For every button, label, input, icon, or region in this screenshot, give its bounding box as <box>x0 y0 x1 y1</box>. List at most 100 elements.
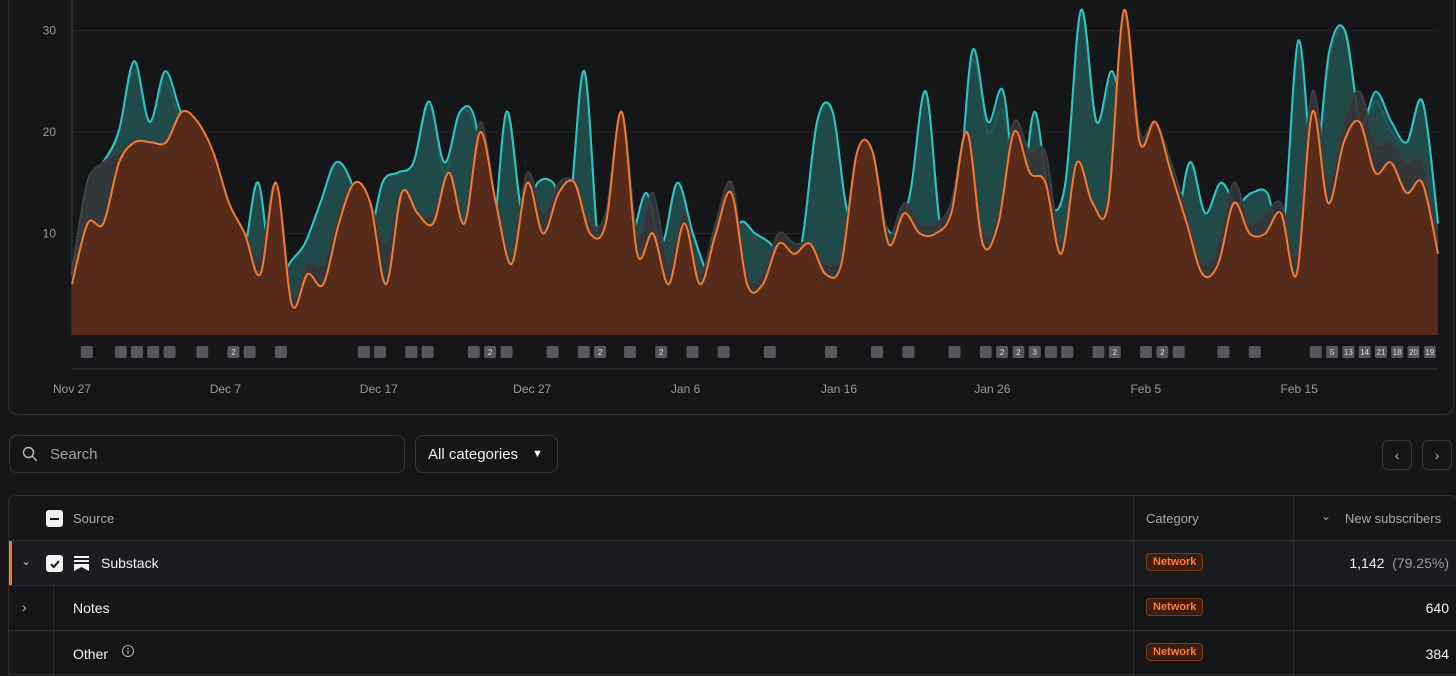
post-marker[interactable] <box>686 346 699 358</box>
substack-logo-icon <box>74 556 89 571</box>
post-icon-line <box>1219 354 1225 356</box>
post-icon-line <box>904 354 910 356</box>
previous-page-button[interactable]: ‹ <box>1382 440 1412 470</box>
source-header[interactable]: Source <box>73 511 115 526</box>
post-marker[interactable] <box>1140 346 1153 358</box>
post-marker-box <box>594 346 607 358</box>
post-marker[interactable] <box>374 346 387 358</box>
post-icon-line <box>1251 354 1257 356</box>
post-marker[interactable] <box>163 346 176 358</box>
table-row[interactable]: Other Network 384 <box>9 631 1456 676</box>
post-marker-box <box>484 346 497 358</box>
post-marker[interactable] <box>948 346 961 358</box>
select-all-checkbox[interactable] <box>46 510 63 527</box>
post-marker-box <box>1326 346 1339 358</box>
search-icon <box>22 446 38 462</box>
post-icon-line <box>766 352 774 354</box>
post-marker[interactable]: 2 <box>1108 346 1121 358</box>
post-icon-line <box>198 352 206 354</box>
post-marker-count: 5 <box>1330 348 1335 357</box>
post-marker[interactable]: 2 <box>227 346 240 358</box>
post-marker[interactable] <box>577 346 590 358</box>
post-marker[interactable] <box>421 346 434 358</box>
post-marker[interactable]: 20 <box>1407 346 1420 358</box>
post-marker[interactable] <box>824 346 837 358</box>
post-marker[interactable] <box>405 346 418 358</box>
post-marker[interactable] <box>1061 346 1074 358</box>
row-checkbox[interactable] <box>46 555 63 572</box>
post-marker[interactable] <box>763 346 776 358</box>
column-divider <box>1133 586 1134 630</box>
post-marker[interactable]: 2 <box>996 346 1009 358</box>
post-marker[interactable] <box>546 346 559 358</box>
info-icon[interactable] <box>121 644 135 658</box>
post-marker[interactable] <box>131 346 144 358</box>
next-page-button[interactable]: › <box>1422 440 1452 470</box>
table-row[interactable]: ⌄ Substack Network 1,142 (79.25%) <box>9 541 1456 586</box>
post-marker[interactable] <box>1217 346 1230 358</box>
post-marker[interactable]: 14 <box>1358 346 1371 358</box>
post-marker-count: 2 <box>1000 348 1005 357</box>
category-header[interactable]: Category <box>1146 511 1199 526</box>
post-marker[interactable]: 3 <box>1028 346 1041 358</box>
post-marker[interactable] <box>1309 346 1322 358</box>
post-marker[interactable] <box>1044 346 1057 358</box>
post-icon-line <box>117 349 125 351</box>
post-icon-line <box>982 352 990 354</box>
post-marker[interactable]: 18 <box>1391 346 1404 358</box>
post-icon-line <box>502 349 510 351</box>
post-marker[interactable] <box>902 346 915 358</box>
post-marker[interactable] <box>1092 346 1105 358</box>
category-dropdown[interactable]: All categories ▼ <box>415 435 558 473</box>
post-marker[interactable] <box>623 346 636 358</box>
post-icon-line <box>1142 354 1148 356</box>
post-marker[interactable]: 2 <box>594 346 607 358</box>
post-marker[interactable] <box>979 346 992 358</box>
chevron-down-icon[interactable]: ⌄ <box>21 554 32 568</box>
post-marker[interactable] <box>717 346 730 358</box>
post-marker[interactable] <box>114 346 127 358</box>
post-marker[interactable]: 21 <box>1374 346 1387 358</box>
post-icon-line <box>502 354 508 356</box>
post-marker[interactable] <box>357 346 370 358</box>
table-row[interactable]: › Notes Network 640 <box>9 586 1456 631</box>
post-marker[interactable] <box>467 346 480 358</box>
post-marker[interactable] <box>80 346 93 358</box>
post-icon-line <box>407 354 413 356</box>
post-marker[interactable]: 2 <box>655 346 668 358</box>
search-box[interactable] <box>9 435 405 473</box>
post-icon-line <box>424 352 432 354</box>
post-icon-line <box>376 349 384 351</box>
post-marker[interactable] <box>243 346 256 358</box>
post-marker[interactable] <box>871 346 884 358</box>
post-marker-count: 18 <box>1393 348 1402 357</box>
post-icon-line <box>360 352 368 354</box>
post-marker-count: 21 <box>1377 348 1386 357</box>
post-icon-line <box>873 352 881 354</box>
post-marker[interactable]: 19 <box>1423 346 1436 358</box>
post-icon-line <box>720 354 726 356</box>
chevron-right-icon[interactable]: › <box>22 599 27 615</box>
post-icon-line <box>1095 354 1100 356</box>
post-marker[interactable] <box>147 346 160 358</box>
post-marker[interactable]: 13 <box>1342 346 1355 358</box>
post-marker[interactable]: 2 <box>1012 346 1025 358</box>
post-marker[interactable]: 2 <box>1156 346 1169 358</box>
post-marker[interactable] <box>1172 346 1185 358</box>
post-icon-line <box>766 349 774 351</box>
x-tick-label: Feb 15 <box>1281 382 1319 396</box>
column-divider <box>1133 496 1134 540</box>
post-icon-line <box>951 354 957 356</box>
post-marker[interactable] <box>274 346 287 358</box>
post-marker[interactable] <box>196 346 209 358</box>
post-marker[interactable] <box>500 346 513 358</box>
post-marker[interactable]: 5 <box>1326 346 1339 358</box>
post-icon-line <box>246 349 254 351</box>
new-subscribers-header[interactable]: New subscribers <box>1345 511 1442 526</box>
post-marker[interactable] <box>1248 346 1261 358</box>
post-icon-line <box>766 354 772 356</box>
post-marker-box <box>1156 346 1169 358</box>
post-marker[interactable]: 2 <box>484 346 497 358</box>
search-input[interactable] <box>48 444 382 464</box>
sort-chevron-icon[interactable]: ⌄ <box>1321 509 1332 523</box>
